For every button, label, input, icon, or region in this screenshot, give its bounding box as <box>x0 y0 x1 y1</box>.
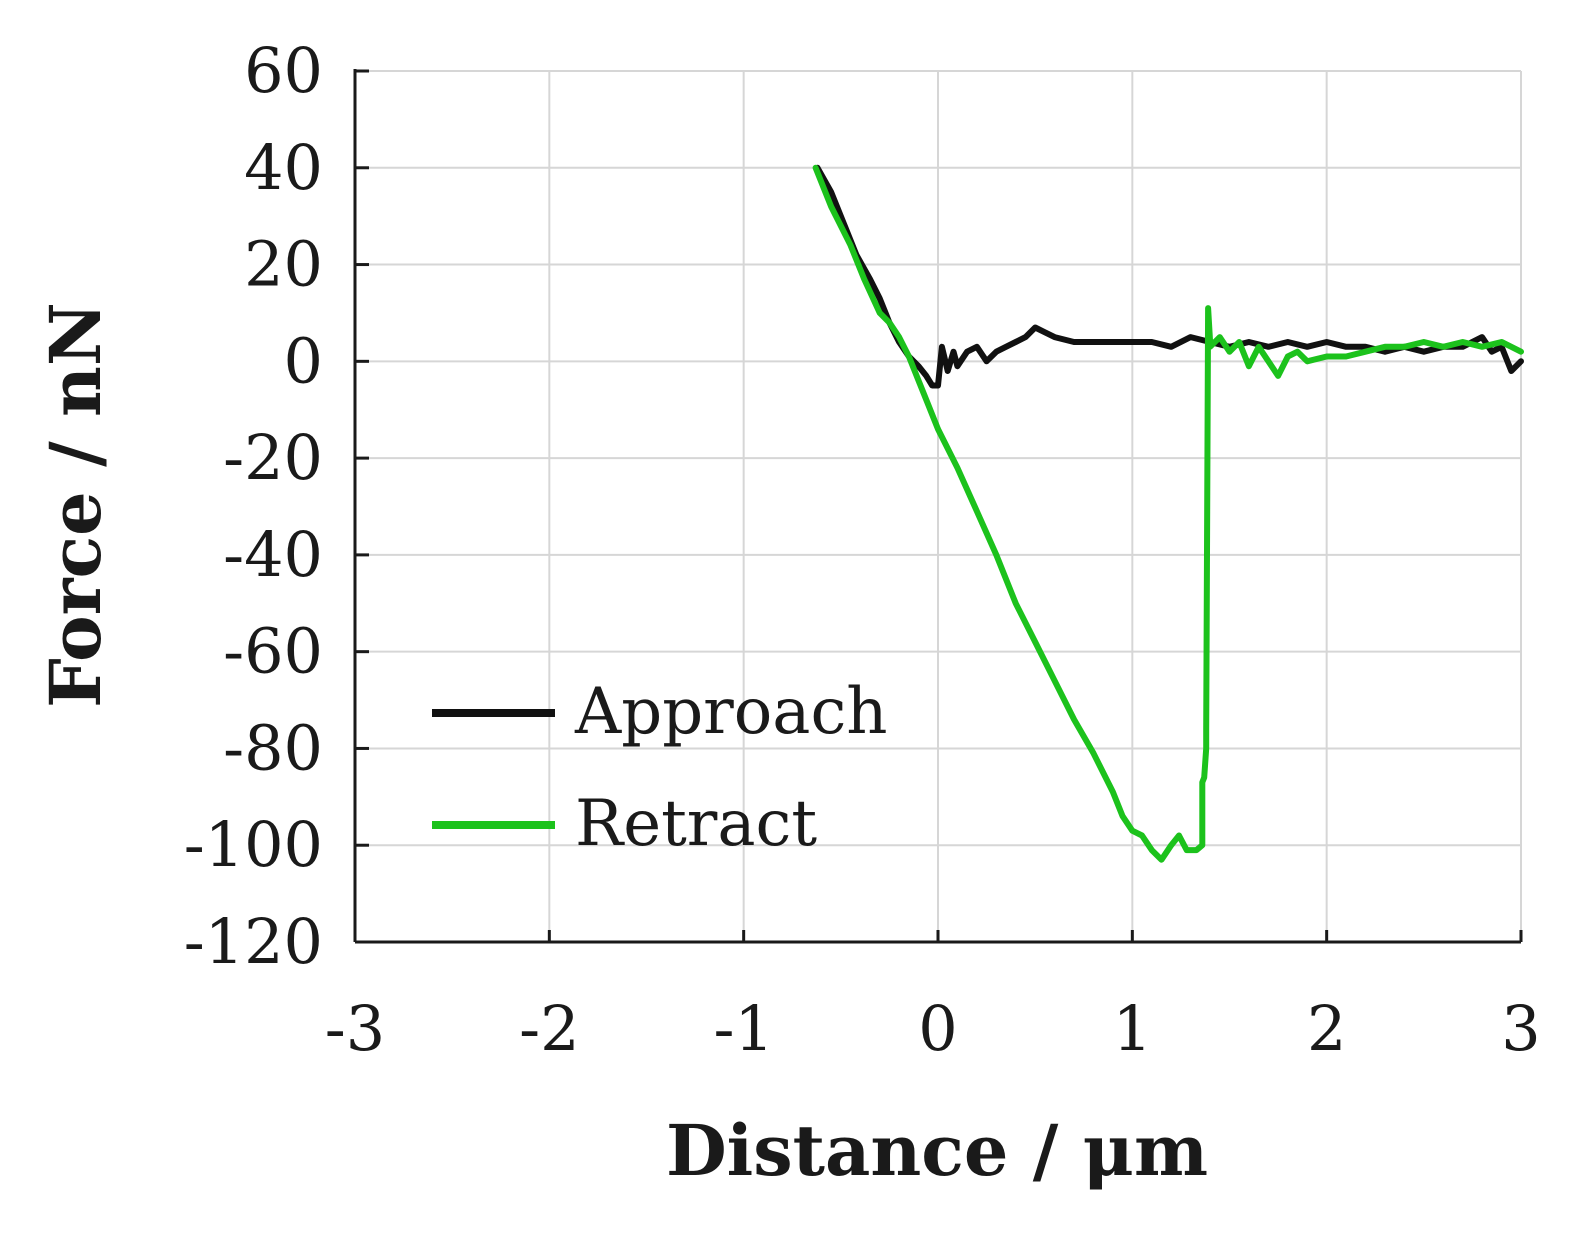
tick-labels: -3 -2 -1 0 1 2 3 60 40 20 0 -20 -40 -60 -80 -100 -120 <box>184 34 1541 1065</box>
x-tick-label: 1 <box>1113 992 1152 1065</box>
x-tick-label: 2 <box>1307 992 1346 1065</box>
series-line-retract <box>812 164 1524 863</box>
grid <box>354 70 1522 943</box>
legend: Approach Retract <box>432 675 888 861</box>
y-tick-label: -20 <box>223 421 323 494</box>
legend-label-approach: Approach <box>574 675 888 749</box>
y-tick-label: -60 <box>223 615 323 688</box>
legend-label-retract: Retract <box>575 787 817 861</box>
x-tick-label: -2 <box>519 992 579 1065</box>
series-lines <box>812 164 1524 863</box>
y-axis-title: Force / nN <box>34 302 117 708</box>
y-tick-label: -120 <box>184 905 323 978</box>
y-tick-label: -80 <box>223 711 323 784</box>
y-tick-label: 60 <box>244 34 323 107</box>
y-tick-label: 40 <box>244 131 323 204</box>
x-tick-label: -1 <box>713 992 773 1065</box>
y-tick-label: 0 <box>284 324 323 397</box>
y-tick-label: 20 <box>244 228 323 301</box>
y-tick-label: -40 <box>223 518 323 591</box>
x-tick-label: 0 <box>918 992 957 1065</box>
x-tick-label: -3 <box>325 992 385 1065</box>
y-tick-label: -100 <box>184 808 323 881</box>
axes <box>353 69 1523 944</box>
x-tick-label: 3 <box>1501 992 1540 1065</box>
x-axis-title: Distance / μm <box>666 1109 1208 1192</box>
series-line-approach <box>814 164 1524 389</box>
